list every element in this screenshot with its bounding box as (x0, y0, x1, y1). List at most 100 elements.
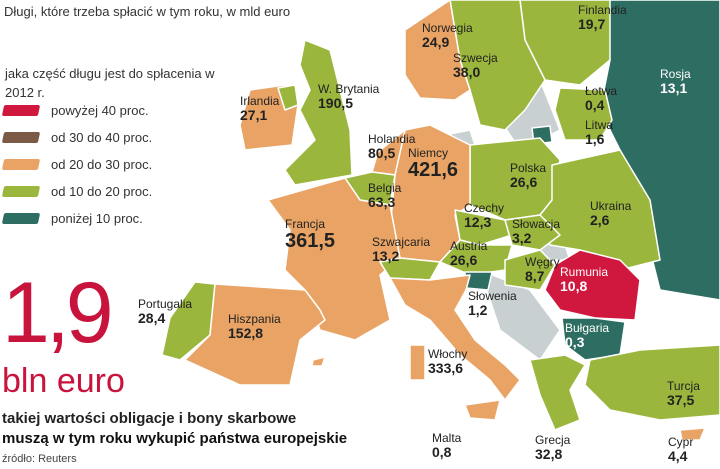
country-name: Grecja (535, 433, 571, 447)
map-wegry (504, 249, 556, 291)
country-value: 0,8 (432, 444, 452, 460)
country-label: Litwa 1,6 (585, 119, 613, 147)
country-name: Niemcy (408, 146, 449, 160)
map-title: Długi, które trzeba spłacić w tym roku, … (4, 4, 291, 19)
country-name: Słowacja (512, 217, 561, 231)
country-name: Rumunia (560, 265, 609, 279)
country-name: Włochy (428, 347, 468, 361)
country-name: Holandia (368, 132, 416, 146)
country-label: Hiszpania 152,8 (228, 313, 281, 341)
country-name: Szwajcaria (372, 235, 431, 249)
country-name: Francja (285, 217, 326, 231)
map-hiszpania (184, 283, 326, 386)
map-norwegia (404, 0, 471, 101)
country-label: Słowacja 3,2 (512, 218, 560, 246)
country-value: 1,6 (585, 131, 605, 147)
country-name: Rosja (660, 67, 691, 81)
map-cypr (679, 427, 706, 441)
country-label: Szwajcaria 13,2 (372, 236, 430, 264)
country-value: 1,2 (468, 302, 488, 318)
country-name: Ukraina (590, 199, 632, 213)
country-value: 12,3 (464, 214, 492, 230)
country-label: Ukraina 2,6 (590, 200, 631, 228)
country-value: 28,4 (138, 310, 166, 326)
country-name: Portugalia (138, 297, 193, 311)
country-label: Rumunia 10,8 (560, 266, 608, 294)
country-label: Holandia 80,5 (368, 133, 415, 161)
country-label: Łotwa 0,4 (585, 85, 617, 113)
legend-item: powyżej 40 proc. (1, 103, 149, 118)
country-value: 27,1 (240, 107, 268, 123)
country-name: Słowenia (468, 289, 517, 303)
map-balearic (311, 356, 326, 367)
legend-label: poniżej 10 proc. (51, 211, 143, 226)
legend-swatch (1, 105, 41, 116)
country-value: 26,6 (510, 174, 538, 190)
headline-line2: muszą w tym roku wykupić państwa europej… (2, 430, 348, 447)
country-label: Finlandia 19,7 (578, 4, 627, 32)
country-label: Szwecja 38,0 (453, 52, 498, 80)
map-sycylia (464, 399, 501, 421)
country-value: 24,9 (422, 34, 450, 50)
country-name: Łotwa (585, 84, 618, 98)
country-label: Malta 0,8 (432, 432, 461, 460)
legend-label: od 30 do 40 proc. (51, 130, 153, 145)
map-rumunia (544, 249, 641, 321)
map-lotwa-litwa (554, 87, 613, 141)
map-sardynia (409, 344, 426, 381)
country-value: 152,8 (228, 325, 264, 341)
legend-swatch (1, 186, 41, 197)
country-value: 37,5 (667, 392, 695, 408)
country-name: Hiszpania (228, 312, 281, 326)
country-value: 421,6 (408, 159, 459, 181)
country-name: Irlandia (240, 94, 280, 108)
country-value: 19,7 (578, 16, 606, 32)
country-value: 0,3 (565, 334, 585, 350)
country-label: Norwegia 24,9 (422, 22, 473, 50)
map-czechy (454, 209, 513, 246)
country-label: Cypr 4,4 (668, 436, 693, 464)
country-name: Bułgaria (565, 321, 610, 335)
country-label: Austria 26,6 (450, 240, 487, 268)
map-slowacja (504, 214, 561, 251)
source: źródło: Reuters (2, 453, 77, 465)
country-name: Cypr (668, 435, 694, 449)
country-label: Grecja 32,8 (535, 434, 570, 462)
country-name: Malta (432, 431, 462, 445)
headline-value: 1,9 (2, 265, 114, 361)
headline-unit: bln euro (2, 362, 125, 400)
country-value: 2,6 (590, 212, 610, 228)
country-value: 80,5 (368, 145, 396, 161)
map-turcja (584, 344, 720, 421)
country-name: Czechy (464, 201, 505, 215)
legend-item: od 20 do 30 proc. (1, 157, 153, 172)
country-label: W. Brytania 190,5 (318, 83, 379, 111)
legend-item: od 30 do 40 proc. (1, 130, 153, 145)
country-value: 13,1 (660, 80, 688, 96)
legend-label: od 20 do 30 proc. (51, 157, 153, 172)
country-value: 10,8 (560, 278, 588, 294)
country-label: Włochy 333,6 (428, 348, 467, 376)
country-label: Bułgaria 0,3 (565, 322, 609, 350)
country-name: Litwa (585, 118, 614, 132)
legend-swatch (1, 213, 41, 224)
country-name: Turcja (667, 379, 700, 393)
country-label: Turcja 37,5 (667, 380, 700, 408)
headline-line1: takiej wartości obligacje i bony skarbow… (2, 410, 297, 427)
country-value: 38,0 (453, 64, 481, 80)
country-value: 361,5 (285, 230, 336, 252)
country-label: Węgry 8,7 (525, 256, 560, 284)
map-francja (267, 177, 401, 341)
country-value: 0,4 (585, 97, 605, 113)
country-value: 26,6 (450, 252, 478, 268)
legend-title: jaka część długu jest do spłacenia w 201… (5, 66, 215, 100)
legend-item: poniżej 10 proc. (1, 211, 143, 226)
country-value: 190,5 (318, 95, 354, 111)
country-value: 8,7 (525, 268, 545, 284)
country-name: Węgry (525, 255, 560, 269)
country-name: Norwegia (422, 21, 473, 35)
country-label: Rosja 13,1 (660, 68, 691, 96)
country-name: Austria (450, 239, 488, 253)
country-value: 3,2 (512, 230, 532, 246)
